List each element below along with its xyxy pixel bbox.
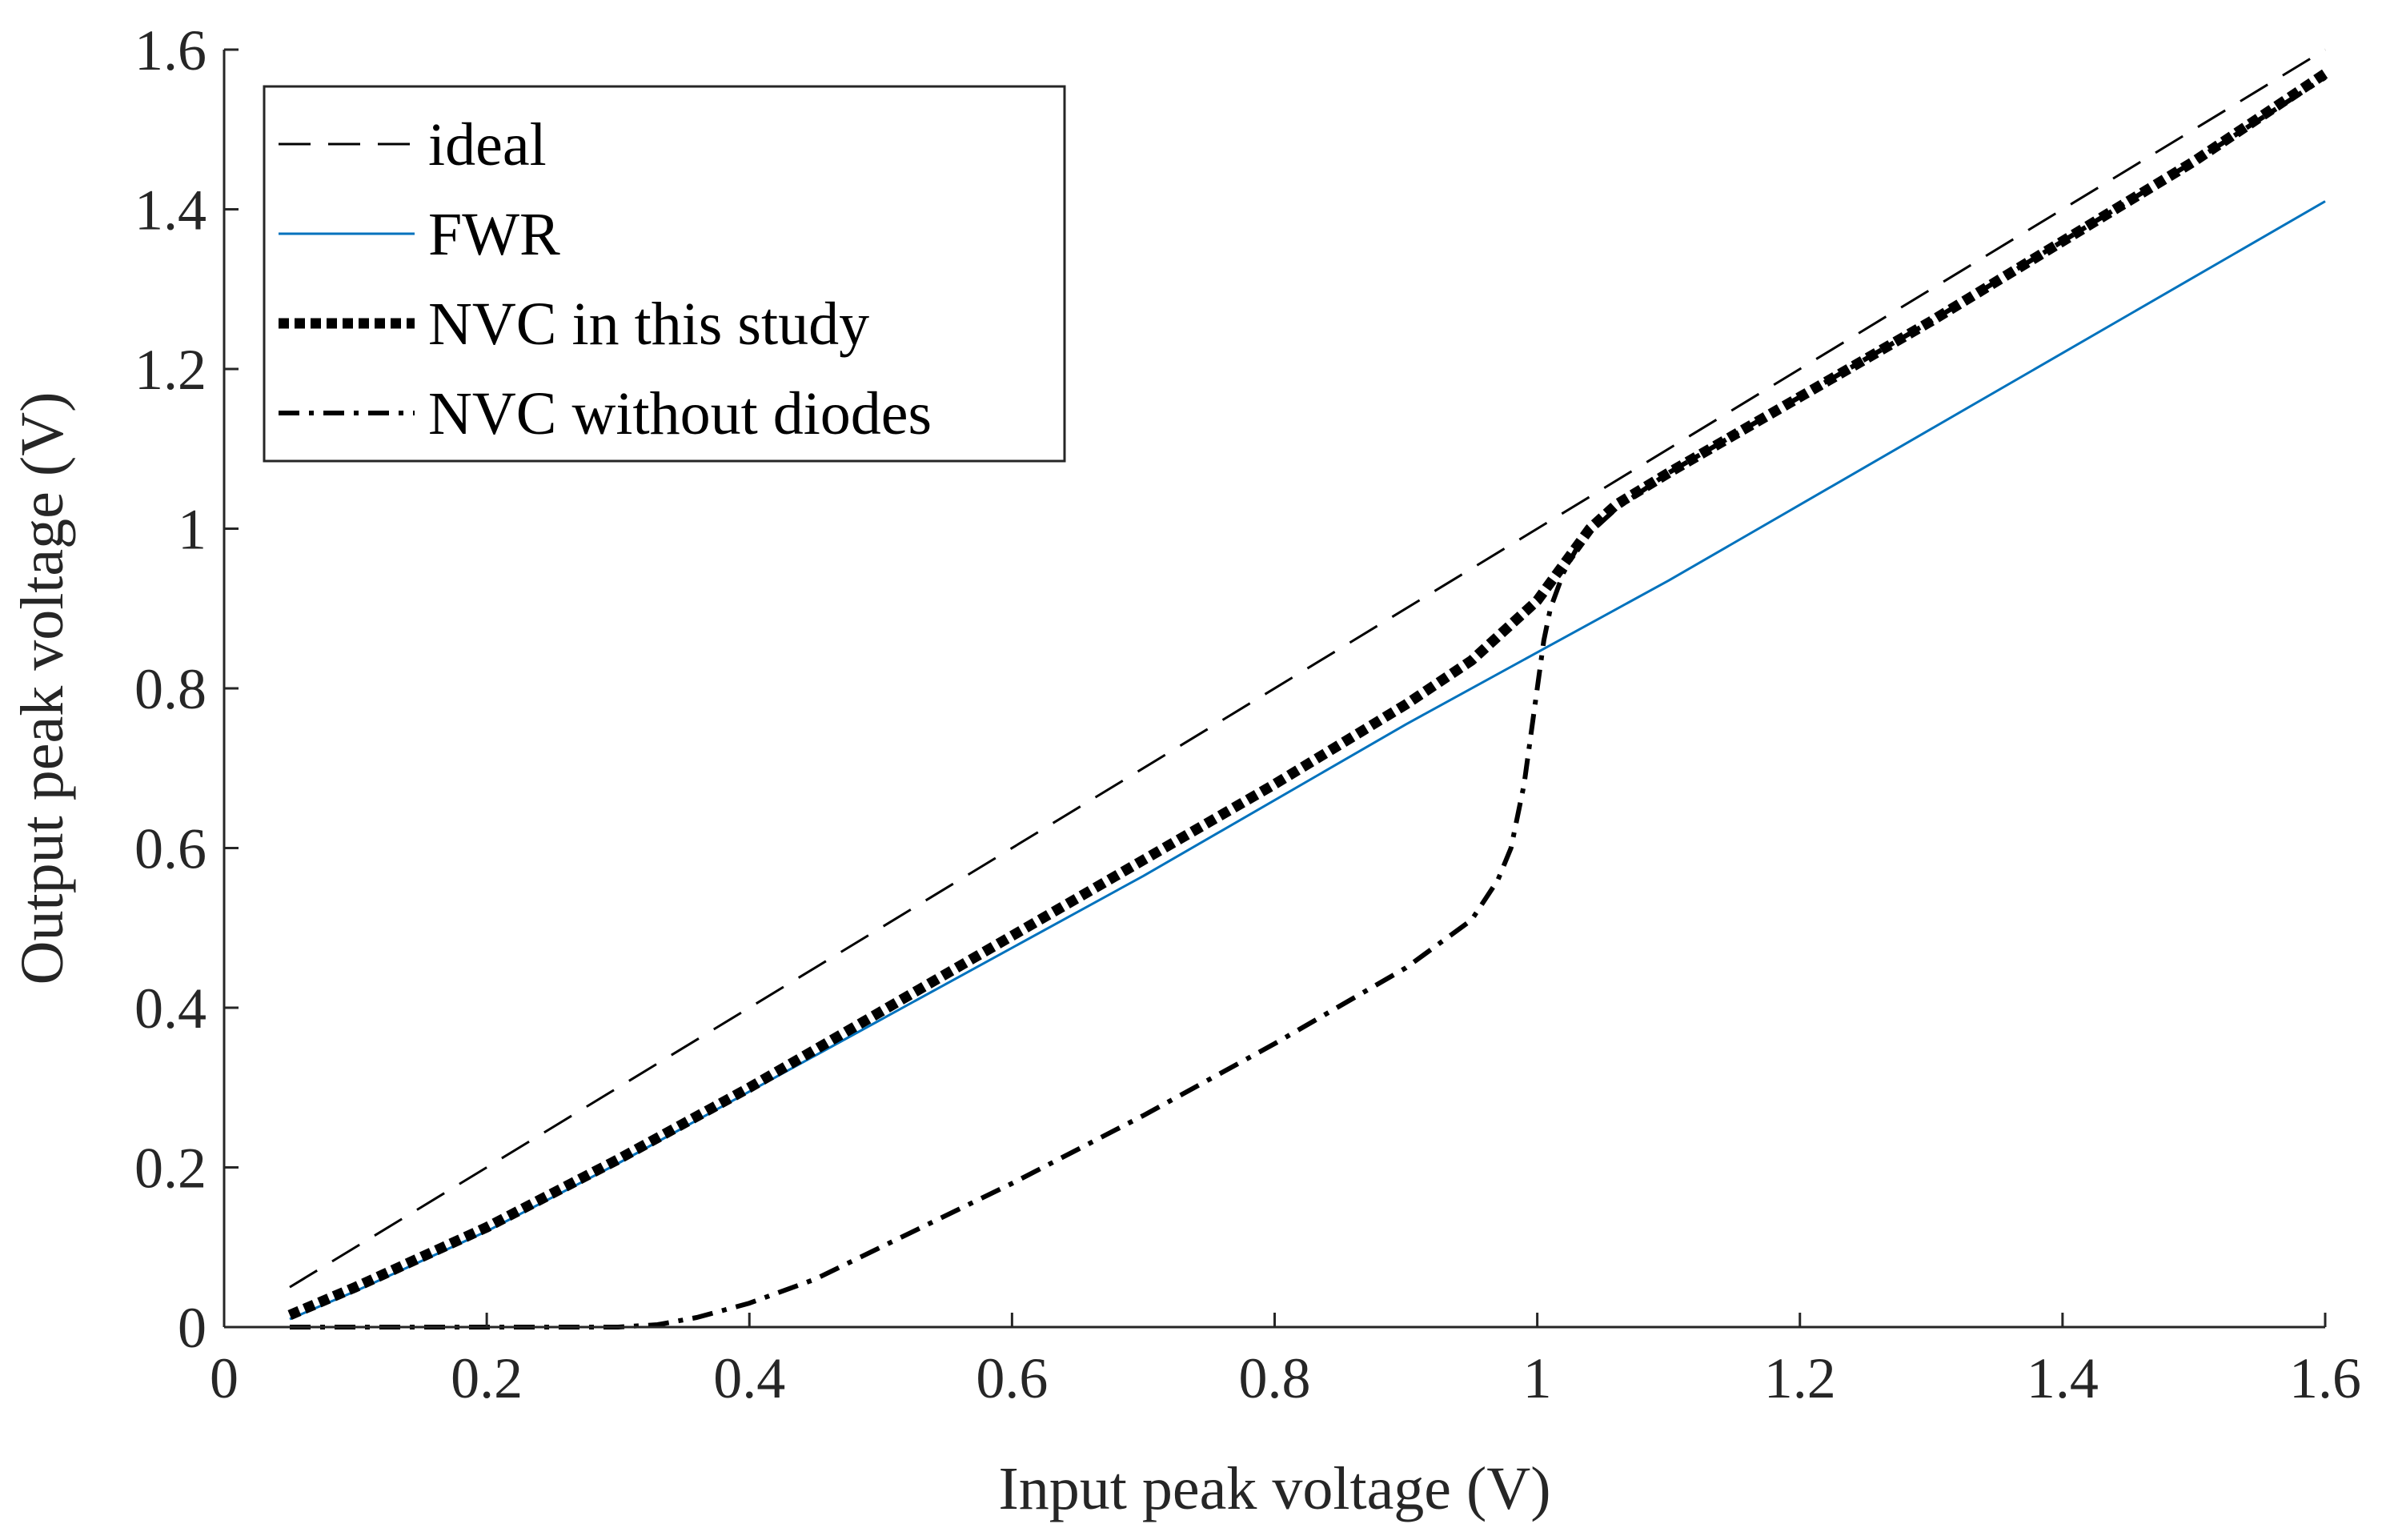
x-axis-title: Input peak voltage (V) <box>998 1455 1550 1522</box>
y-tick-label: 1.6 <box>134 18 207 82</box>
legend-label-ideal: ideal <box>428 111 547 178</box>
legend: ideal FWR NVC in this study NVC without … <box>263 85 1066 463</box>
y-tick-label: 1 <box>178 498 207 562</box>
series-layer <box>287 48 2328 1329</box>
x-tick-label: 0.6 <box>976 1346 1048 1410</box>
y-axis-title: Output peak voltage (V) <box>9 392 76 985</box>
y-tick-label: 0.6 <box>134 817 207 881</box>
y-tick-label: 0.4 <box>134 977 207 1041</box>
x-tick-label: 0.2 <box>451 1346 523 1410</box>
axes <box>223 48 2327 1329</box>
y-tick-label: 0 <box>178 1296 207 1360</box>
series-line-ideal <box>289 48 2326 1289</box>
series-line-nvc-without-diodes <box>290 75 2327 1329</box>
tick-labels: 0 0.2 0.4 0.6 0.8 1 1.2 1.4 1.6 0 0.2 0.4 0.6 0.8 1 1.2… <box>134 18 2361 1410</box>
x-tick-label: 1.4 <box>2027 1346 2099 1410</box>
y-tick-label: 1.4 <box>134 178 207 243</box>
x-tick-label: 0.4 <box>713 1346 785 1410</box>
legend-label-nvc-no-diodes: NVC without diodes <box>428 380 932 447</box>
x-tick-label: 1.2 <box>1764 1346 1836 1410</box>
y-tick-label: 1.2 <box>134 338 207 402</box>
x-tick-label: 0 <box>210 1346 239 1410</box>
x-tick-label: 0.8 <box>1239 1346 1311 1410</box>
legend-box <box>263 85 1066 463</box>
x-tick-label: 1 <box>1523 1346 1552 1410</box>
series-line-nvc-in-this-study <box>287 69 2328 1320</box>
legend-label-fwr: FWR <box>428 201 560 268</box>
legend-label-nvc-study: NVC in this study <box>428 291 869 358</box>
y-tick-label: 0.2 <box>134 1137 207 1201</box>
x-tick-label: 1.6 <box>2289 1346 2361 1410</box>
y-tick-label: 0.8 <box>134 657 207 721</box>
